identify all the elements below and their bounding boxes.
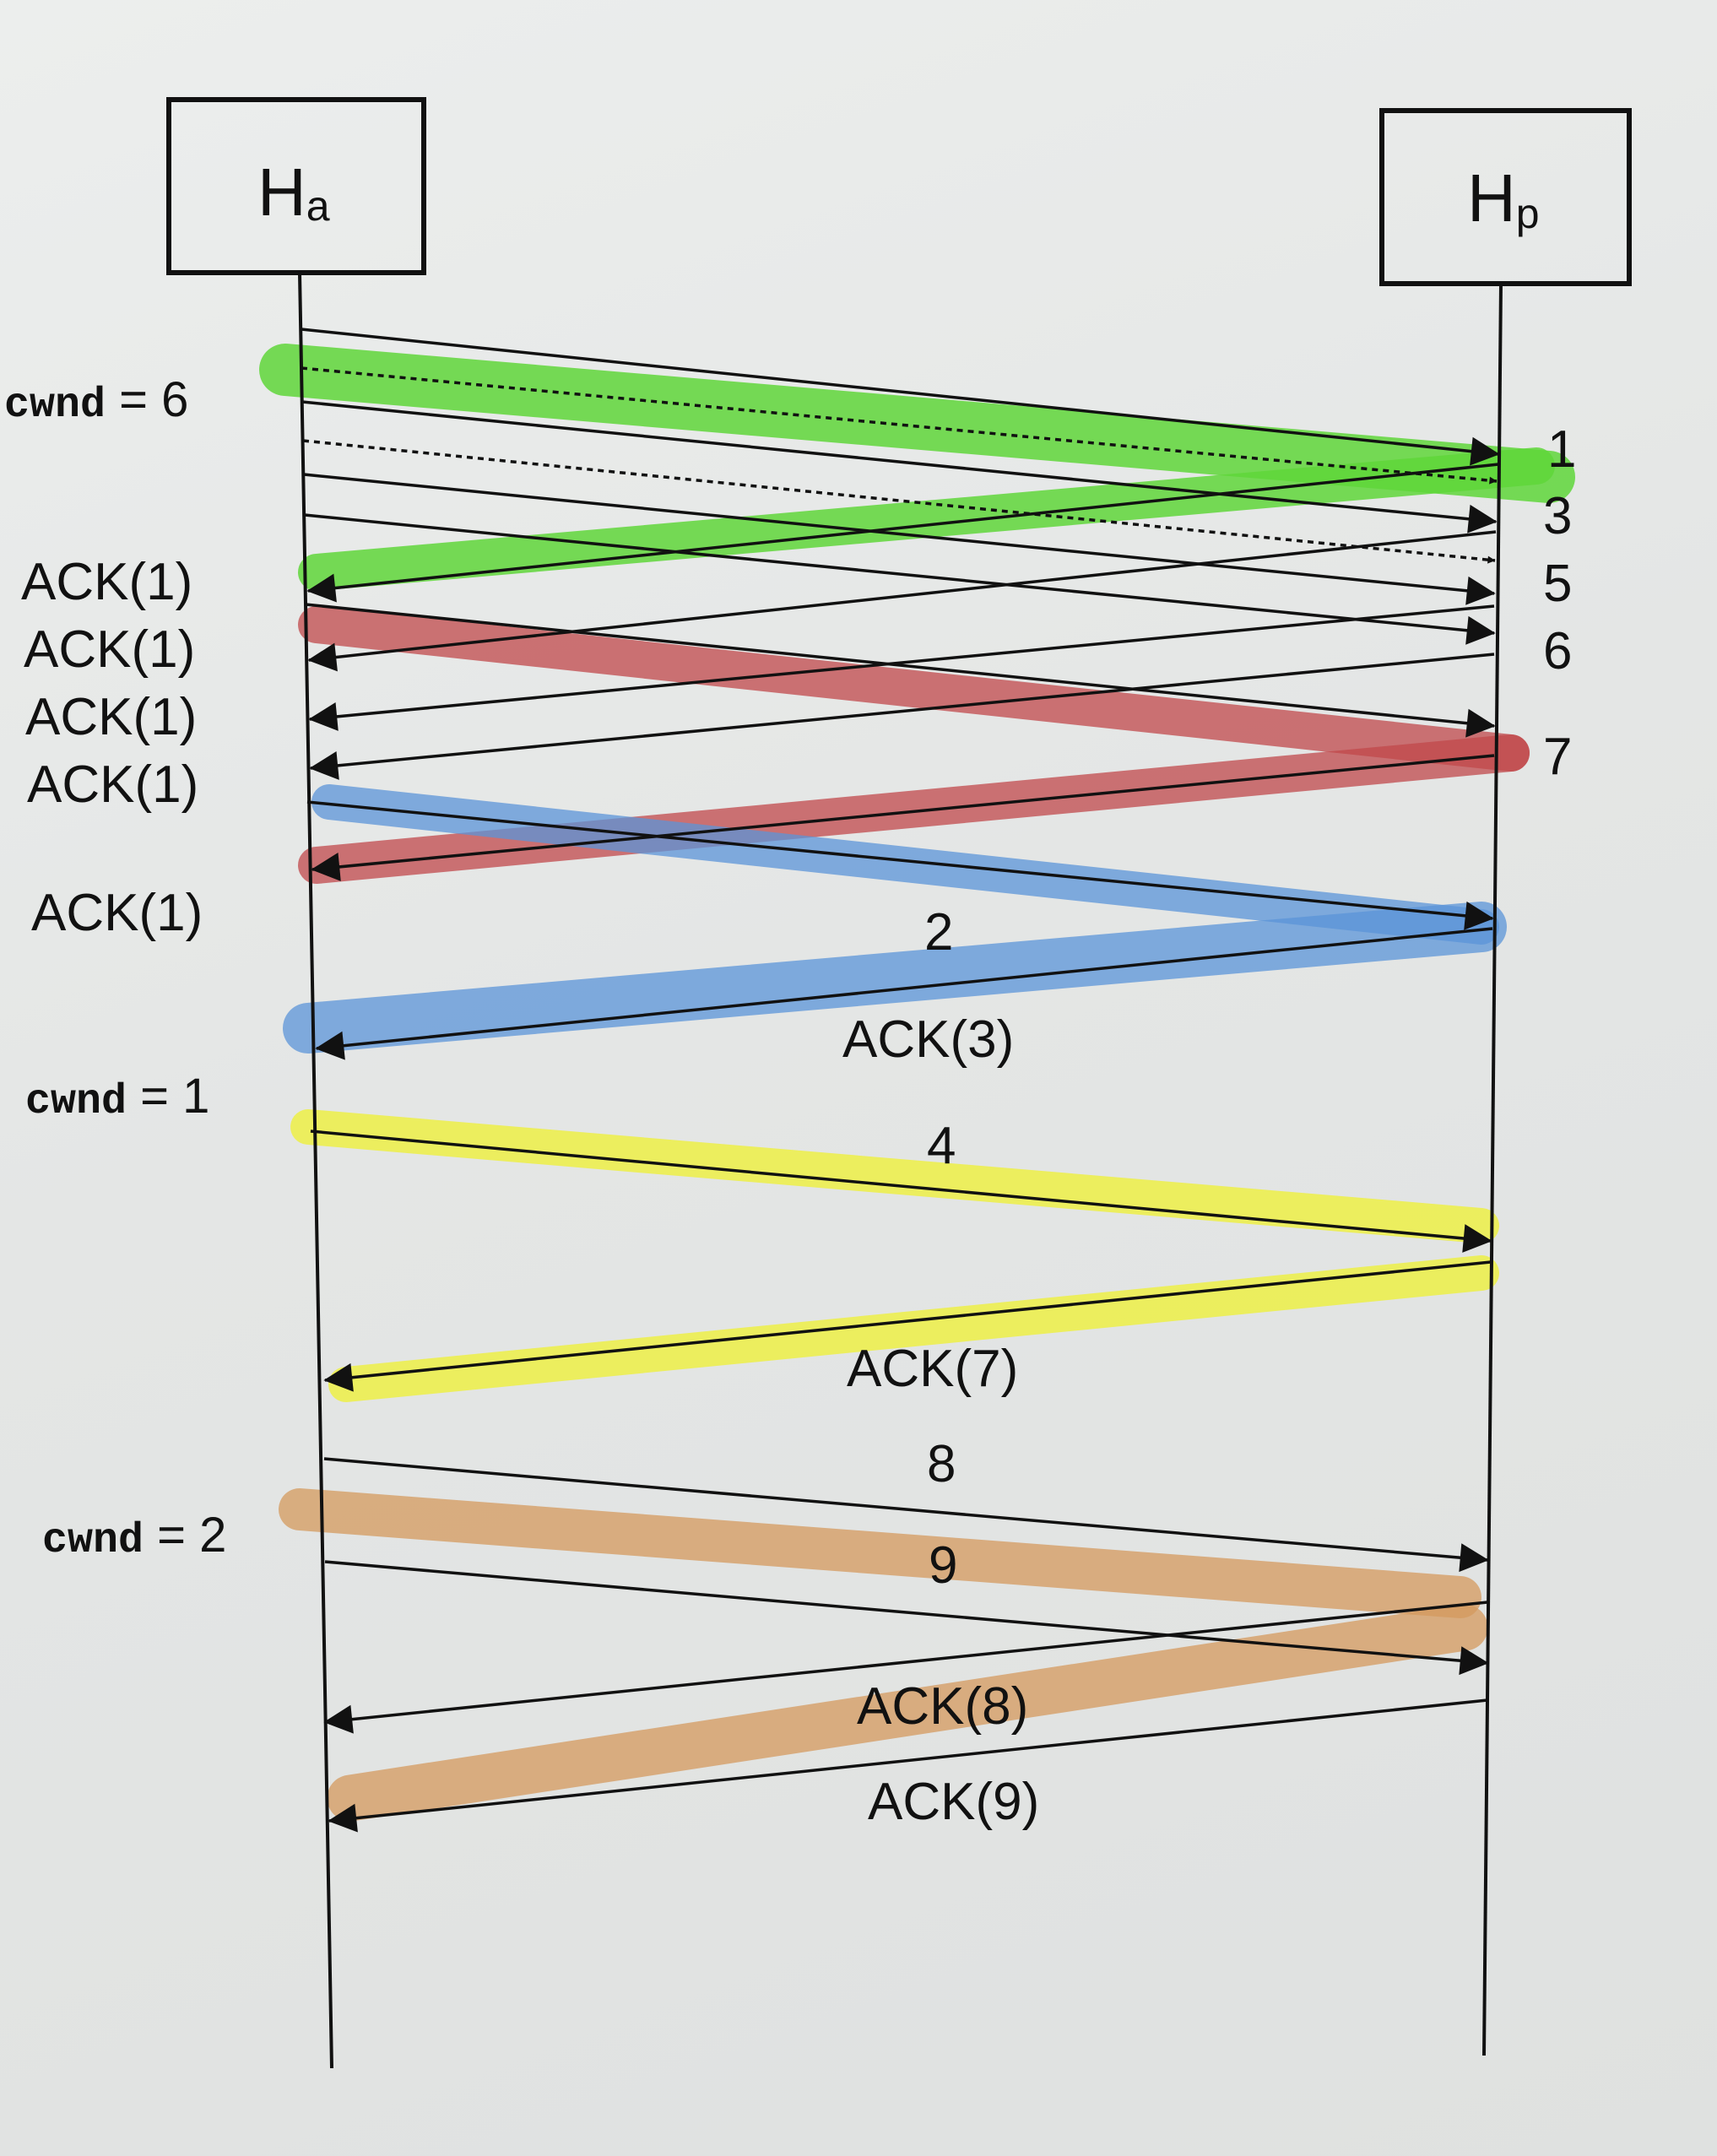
arrow-ack-3 xyxy=(315,927,1493,1060)
ack-label-1-c: ACK(1) xyxy=(25,688,197,746)
arrow-seg-2-retx xyxy=(306,800,1494,930)
seg-label-6: 6 xyxy=(1543,622,1572,680)
highlight-stroke-green xyxy=(298,447,1555,591)
ack-label-8: ACK(8) xyxy=(857,1677,1028,1736)
host-box-right: Hp xyxy=(1379,108,1632,286)
ack-label-1-b: ACK(1) xyxy=(24,620,195,679)
arrow-seg-8 xyxy=(323,1457,1489,1573)
arrow-seg-3 xyxy=(301,400,1498,534)
arrow-seg-2-lost xyxy=(301,366,1498,485)
seg-label-2: 2 xyxy=(924,903,953,962)
arrow-seg-6 xyxy=(304,513,1496,645)
arrow-ack-1-d xyxy=(309,653,1495,780)
ack-label-9: ACK(9) xyxy=(868,1773,1039,1831)
arrow-ack-1-e xyxy=(311,754,1495,881)
message-arrows xyxy=(301,328,1500,1833)
arrow-ack-7 xyxy=(323,1260,1492,1392)
ack-label-3: ACK(3) xyxy=(842,1010,1014,1069)
highlight-stroke-yellow xyxy=(328,1255,1499,1402)
cwnd-label-2: cwnd = 2 xyxy=(42,1508,226,1565)
host-left-label: Ha xyxy=(257,154,330,230)
cwnd-label-6: cwnd = 6 xyxy=(4,372,188,430)
ack-label-1-e: ACK(1) xyxy=(31,884,203,942)
highlighter-strokes xyxy=(259,344,1575,1822)
arrow-ack-1-c xyxy=(308,604,1495,731)
seg-label-7: 7 xyxy=(1543,728,1572,786)
highlight-stroke-red xyxy=(298,606,1530,772)
arrow-ack-8 xyxy=(323,1601,1488,1734)
arrow-seg-4-lost xyxy=(302,439,1496,564)
ack-label-1-d: ACK(1) xyxy=(27,756,198,814)
host-right-label: Hp xyxy=(1467,160,1540,237)
seg-label-3: 3 xyxy=(1543,487,1572,545)
arrow-seg-4-retx xyxy=(310,1129,1492,1253)
arrow-seg-7 xyxy=(305,603,1496,738)
lifeline-right xyxy=(1482,283,1503,2056)
arrow-ack-1-b xyxy=(307,530,1497,672)
arrow-seg-1 xyxy=(301,328,1500,466)
highlight-stroke-blue xyxy=(283,902,1507,1054)
highlight-stroke-orange xyxy=(327,1604,1488,1822)
cwnd-label-1: cwnd = 1 xyxy=(25,1069,209,1126)
arrow-ack-1-a xyxy=(306,463,1499,603)
seg-label-1: 1 xyxy=(1547,420,1576,479)
seg-label-8: 8 xyxy=(927,1435,956,1493)
highlight-stroke-orange xyxy=(279,1488,1481,1618)
seg-label-4: 4 xyxy=(927,1117,956,1175)
ack-label-1-a: ACK(1) xyxy=(21,553,192,611)
seg-label-9: 9 xyxy=(929,1536,957,1595)
lifeline-left xyxy=(298,272,333,2069)
highlight-stroke-green xyxy=(259,344,1575,503)
arrow-seg-9 xyxy=(324,1560,1489,1676)
ack-label-7: ACK(7) xyxy=(847,1340,1018,1398)
arrow-seg-5 xyxy=(303,473,1496,605)
highlight-stroke-yellow xyxy=(290,1109,1499,1243)
host-box-left: Ha xyxy=(166,97,426,275)
arrow-ack-9 xyxy=(328,1698,1488,1833)
seg-label-5: 5 xyxy=(1543,555,1572,613)
